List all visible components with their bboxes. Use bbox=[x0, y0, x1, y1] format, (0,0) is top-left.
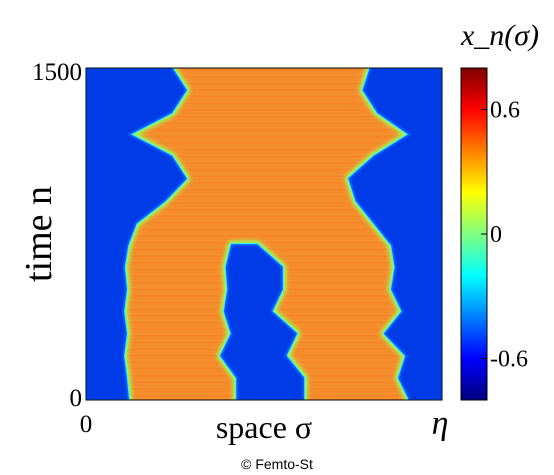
y-tick-1500: 1500 bbox=[32, 59, 82, 86]
colorbar: 0.6 0 -0.6 x_n(σ) bbox=[460, 19, 539, 401]
plot-border bbox=[85, 67, 443, 401]
domain-core-center-low bbox=[220, 244, 305, 400]
domain-right-low bbox=[344, 68, 442, 400]
colorbar-ticks: 0.6 0 -0.6 bbox=[481, 98, 528, 373]
x-tick-eta: η bbox=[432, 405, 449, 442]
colorbar-tick-label: -0.6 bbox=[490, 347, 528, 373]
x-axis-label: space σ bbox=[216, 409, 312, 445]
domain-core-left-low bbox=[86, 68, 187, 400]
colorbar-tick-label: 0.6 bbox=[490, 98, 520, 124]
domain-left-low bbox=[86, 68, 191, 400]
y-tick-0: 0 bbox=[70, 385, 83, 412]
x-tick-0: 0 bbox=[80, 411, 93, 438]
colorbar-tick-label: 0 bbox=[490, 222, 502, 248]
domain-core-right-low bbox=[348, 68, 442, 400]
image-credit: © Femto-St bbox=[241, 456, 313, 472]
domain-center-low bbox=[216, 240, 308, 400]
y-axis-label: time n bbox=[18, 186, 60, 282]
low-state-domains bbox=[86, 68, 442, 400]
colorbar-label: x_n(σ) bbox=[460, 19, 539, 52]
axes-text: 1500 0 0 η space σ time n bbox=[18, 59, 448, 445]
heatmap-plot-area bbox=[85, 67, 443, 401]
